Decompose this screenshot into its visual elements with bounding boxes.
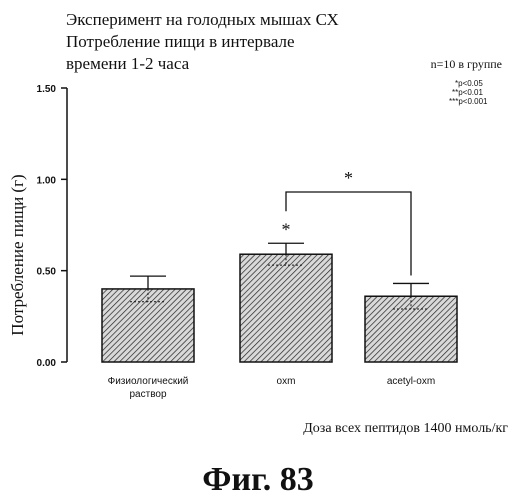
category-label: Физиологический — [108, 376, 189, 387]
title-line-3: времени 1-2 часа — [66, 54, 190, 73]
group-note: n=10 в группе — [431, 57, 502, 71]
y-tick-label: 0.00 — [37, 358, 57, 369]
bar — [102, 289, 194, 362]
category-label: acetyl-oxm — [387, 376, 435, 387]
sig-legend-2: **p<0.01 — [452, 88, 483, 97]
y-tick-label: 1.50 — [37, 84, 57, 95]
bar — [240, 254, 332, 362]
significance-star: * — [282, 219, 291, 239]
sig-legend-3: ***p<0.001 — [449, 97, 488, 106]
y-axis-label: Потребление пищи (г) — [8, 174, 27, 335]
title-line-1: Эксперимент на голодных мышах СХ — [66, 10, 339, 29]
category-label: oxm — [277, 376, 296, 387]
category-label: раствор — [129, 389, 166, 400]
figure-label: Фиг. 83 — [202, 461, 313, 498]
plot-area: 0.00 0.50 1.00 1.50 Физиологический раствор ox… — [37, 84, 457, 400]
bracket-star: * — [344, 168, 353, 188]
title-line-2: Потребление пищи в интервале — [66, 32, 295, 51]
x-axis-label: Доза всех пептидов 1400 нмоль/кг — [303, 421, 508, 436]
sig-legend-1: *p<0.05 — [455, 79, 483, 88]
y-tick-label: 1.00 — [37, 175, 57, 186]
y-tick-label: 0.50 — [37, 267, 57, 278]
